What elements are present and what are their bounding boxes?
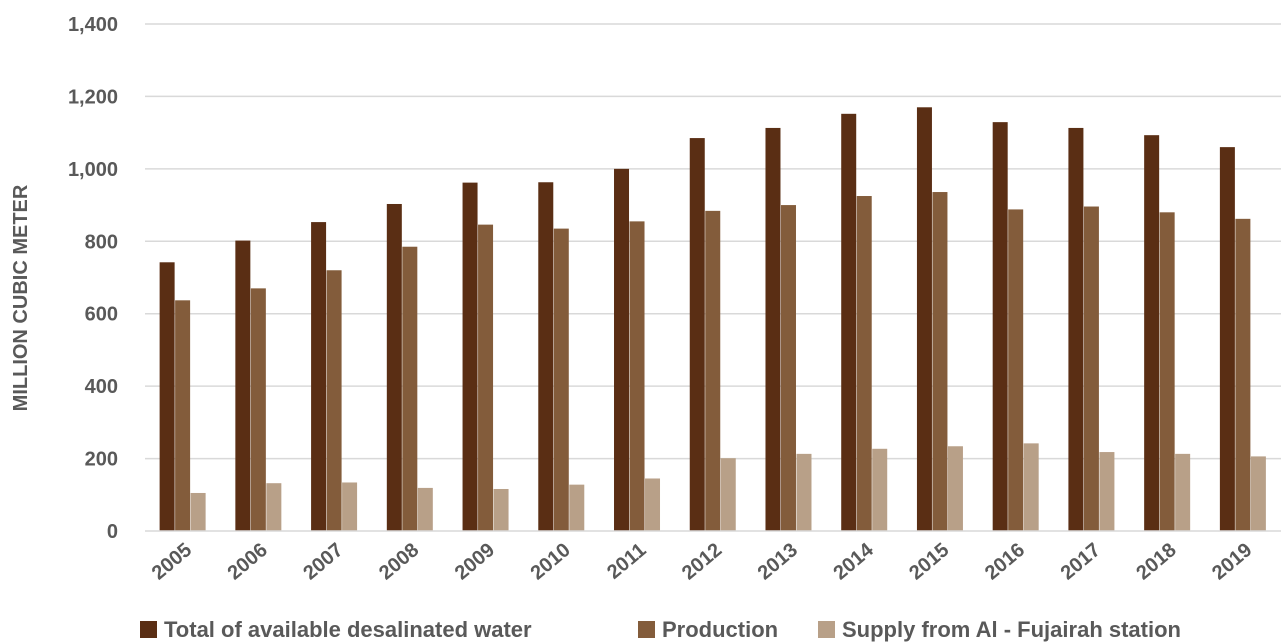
bar bbox=[478, 224, 494, 531]
bar bbox=[175, 300, 191, 531]
bar bbox=[1068, 127, 1084, 531]
bar bbox=[1175, 453, 1191, 531]
y-tick-label: 1,000 bbox=[68, 159, 118, 181]
bar bbox=[1008, 209, 1024, 531]
bar bbox=[841, 113, 857, 531]
bar bbox=[250, 288, 266, 531]
bar bbox=[417, 487, 433, 531]
bar bbox=[402, 246, 418, 532]
bar bbox=[1235, 218, 1251, 531]
bar bbox=[235, 240, 251, 531]
legend-label: Total of available desalinated water bbox=[164, 617, 532, 642]
legend-swatch bbox=[140, 621, 157, 638]
bar bbox=[614, 168, 630, 531]
x-tick-label: 2013 bbox=[754, 539, 802, 584]
bar bbox=[720, 458, 736, 531]
x-tick-label: 2017 bbox=[1057, 539, 1105, 584]
y-axis-title: MILLION CUBIC METER bbox=[10, 184, 32, 411]
bar bbox=[689, 138, 705, 531]
x-tick-label: 2005 bbox=[148, 539, 196, 584]
bars bbox=[159, 107, 1266, 532]
bar bbox=[1144, 135, 1160, 531]
x-tick-label: 2007 bbox=[299, 539, 347, 584]
y-tick-label: 200 bbox=[85, 449, 118, 471]
bar bbox=[159, 262, 175, 531]
legend: Total of available desalinated water Prod… bbox=[140, 617, 1181, 642]
bar bbox=[765, 127, 781, 531]
x-tick-label: 2015 bbox=[905, 539, 953, 584]
bar bbox=[1083, 206, 1099, 531]
bar bbox=[947, 446, 963, 531]
bar bbox=[916, 107, 932, 532]
y-tick-label: 400 bbox=[85, 376, 118, 398]
bar bbox=[553, 228, 569, 531]
bar bbox=[1023, 443, 1039, 531]
bar bbox=[342, 482, 358, 531]
x-tick-label: 2014 bbox=[829, 538, 878, 584]
bar bbox=[629, 221, 645, 531]
bar bbox=[705, 210, 721, 531]
bar bbox=[992, 122, 1008, 531]
y-tick-label: 1,200 bbox=[68, 86, 118, 108]
legend-swatch bbox=[818, 621, 835, 638]
y-tick-label: 0 bbox=[107, 521, 118, 543]
bar bbox=[538, 182, 554, 532]
x-tick-label: 2010 bbox=[527, 539, 575, 584]
bar bbox=[645, 478, 661, 531]
bar bbox=[856, 196, 872, 531]
bar bbox=[1219, 147, 1235, 531]
bar bbox=[780, 205, 796, 532]
bar bbox=[1099, 452, 1115, 531]
x-tick-label: 2008 bbox=[375, 539, 423, 584]
bar bbox=[386, 203, 402, 532]
bar bbox=[266, 483, 282, 531]
x-tick-label: 2018 bbox=[1132, 539, 1180, 584]
x-tick-label: 2006 bbox=[224, 539, 272, 584]
bar bbox=[932, 192, 948, 531]
bar bbox=[796, 453, 812, 531]
bar bbox=[1250, 456, 1266, 531]
bar bbox=[311, 222, 327, 531]
bar bbox=[326, 270, 342, 531]
bar bbox=[1159, 212, 1175, 532]
x-tick-label: 2009 bbox=[451, 539, 499, 584]
bar bbox=[872, 448, 888, 531]
y-tick-label: 1,400 bbox=[68, 14, 118, 36]
legend-label: Supply from Al - Fujairah station bbox=[842, 617, 1181, 642]
legend-label: Production bbox=[662, 617, 778, 642]
bar bbox=[462, 182, 478, 531]
x-tick-label: 2019 bbox=[1208, 539, 1256, 584]
bar bbox=[493, 488, 509, 531]
x-tick-label: 2016 bbox=[981, 539, 1029, 584]
legend-swatch bbox=[638, 621, 655, 638]
y-tick-label: 800 bbox=[85, 231, 118, 253]
y-tick-label: 600 bbox=[85, 304, 118, 326]
x-tick-label: 2011 bbox=[603, 539, 650, 584]
bar bbox=[569, 484, 585, 531]
bar bbox=[190, 492, 206, 531]
y-axis-tick-labels: 0 200 400 600 800 1,000 1,200 1,400 bbox=[68, 14, 118, 543]
x-tick-label: 2012 bbox=[678, 539, 726, 584]
x-axis-tick-labels: 2005 2006 2007 2008 2009 2010 2011 2012 2013 2014… bbox=[148, 538, 1256, 584]
